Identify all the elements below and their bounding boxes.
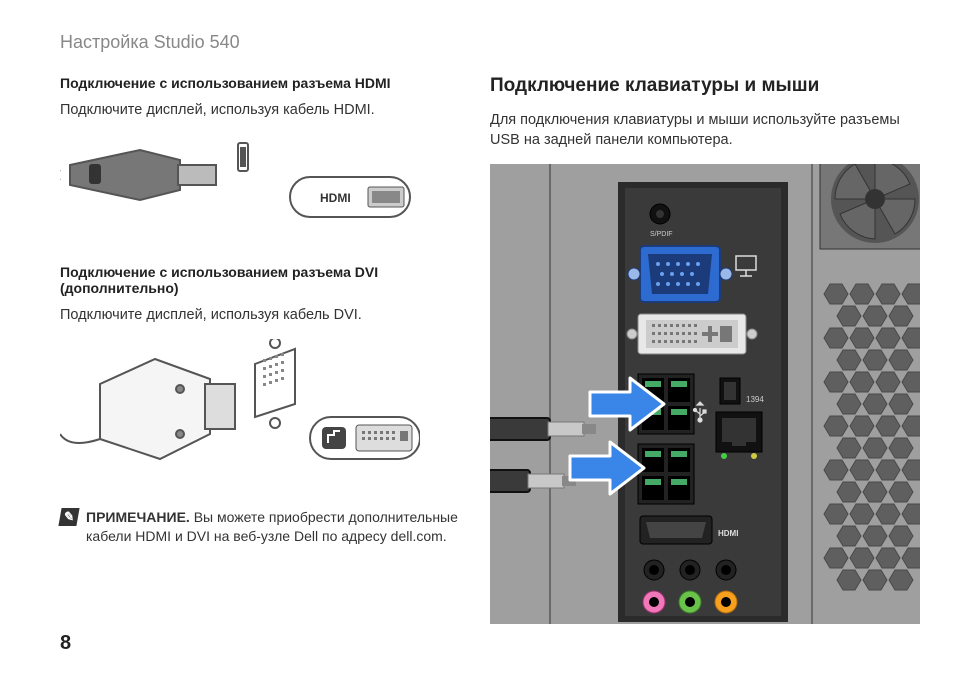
hdmi-illustration: HDMI bbox=[60, 135, 460, 240]
hdmi-heading: Подключение с использованием разъема HDM… bbox=[60, 75, 460, 91]
dvi-text: Подключите дисплей, используя кабель DVI… bbox=[60, 306, 460, 326]
note-block: ✎ ПРИМЕЧАНИЕ. Вы можете приобрести допол… bbox=[60, 508, 460, 546]
left-column: Подключение с использованием разъема HDM… bbox=[60, 75, 460, 629]
svg-text:S/PDIF: S/PDIF bbox=[650, 231, 673, 238]
note-text: ПРИМЕЧАНИЕ. Вы можете приобрести дополни… bbox=[86, 508, 460, 546]
note-icon: ✎ bbox=[58, 508, 79, 526]
svg-text:1394: 1394 bbox=[746, 395, 764, 404]
right-heading: Подключение клавиатуры и мыши bbox=[490, 75, 920, 97]
hdmi-text: Подключите дисплей, используя кабель HDM… bbox=[60, 101, 460, 121]
dvi-port bbox=[627, 314, 757, 354]
back-panel-illustration: S/PDIF bbox=[490, 164, 920, 629]
dvi-illustration bbox=[60, 339, 460, 484]
hdmi-label-text: HDMI bbox=[320, 191, 351, 205]
right-column: Подключение клавиатуры и мыши Для подклю… bbox=[490, 75, 920, 629]
right-text: Для подключения клавиатуры и мыши исполь… bbox=[490, 111, 920, 150]
dvi-heading: Подключение с использованием разъема DVI… bbox=[60, 264, 460, 296]
page-number: 8 bbox=[60, 632, 71, 655]
svg-text:HDMI: HDMI bbox=[718, 529, 738, 538]
page-header: Настройка Studio 540 bbox=[60, 32, 914, 53]
